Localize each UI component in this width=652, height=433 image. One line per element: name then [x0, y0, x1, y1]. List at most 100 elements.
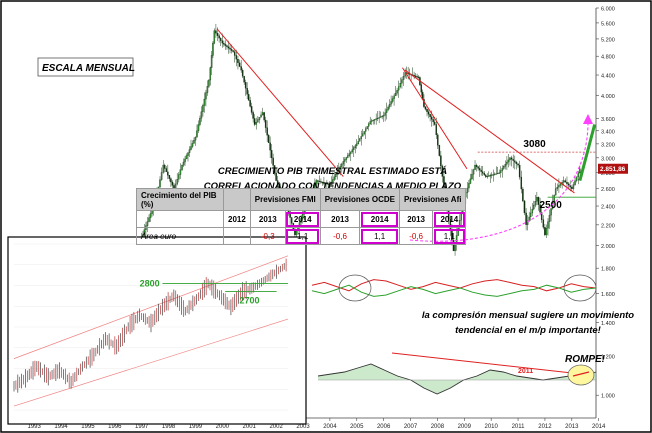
candle-body [492, 174, 495, 176]
breakout-arrow [578, 124, 597, 181]
candle-body [357, 141, 360, 145]
breakout-circle [567, 364, 595, 386]
candle-body [510, 157, 513, 160]
candle-body [381, 115, 383, 118]
table-header-cell: Crecimiento del PIB (%) [136, 188, 224, 211]
x-tick-label: 1998 [162, 424, 176, 430]
candle-body [206, 86, 209, 93]
y-tick-label: 3.400 [601, 129, 615, 135]
candle-body [385, 109, 388, 113]
x-tick-label: 2005 [350, 424, 364, 430]
candle-body [215, 30, 217, 34]
candle-body [388, 104, 391, 108]
candle-body [181, 164, 183, 170]
candle-body [545, 228, 548, 236]
candle-body [480, 169, 482, 172]
candle-body [247, 94, 250, 101]
candle-body [417, 76, 420, 78]
candle-body [258, 117, 261, 120]
candle-body [435, 124, 438, 136]
candle-body [429, 114, 431, 118]
table-year-cell: 2013 [319, 210, 361, 228]
candle-body [486, 176, 489, 178]
trend-line [216, 28, 344, 177]
candle-body [577, 172, 580, 177]
candle-body [336, 171, 339, 175]
candle-body [194, 137, 197, 141]
candle-body [235, 55, 238, 60]
candle-body [491, 174, 493, 176]
candle-body [341, 163, 343, 167]
candle-body [237, 58, 239, 63]
candle-body [167, 171, 169, 176]
candle-body [384, 112, 386, 116]
inset-level-label: 2700 [239, 295, 259, 305]
candle-body [188, 149, 191, 153]
candle-body [394, 92, 397, 97]
candle-body [230, 49, 233, 51]
compression-circle [338, 274, 372, 302]
candle-body [544, 227, 546, 236]
y-tick-label: 3.200 [601, 142, 615, 148]
candle-body [441, 165, 444, 177]
y-tick-label: 4.800 [601, 55, 615, 61]
x-tick-label: 2004 [323, 424, 337, 430]
candle-body [249, 100, 251, 107]
table-year-cell: 2014 [432, 210, 467, 228]
x-tick-label: 2011 [512, 424, 526, 430]
candle-body [540, 212, 543, 220]
candle-body [481, 171, 484, 174]
candle-body [241, 70, 244, 77]
y-tick-label: 6.000 [601, 7, 615, 13]
candle-body [372, 119, 374, 122]
candle-body [199, 117, 201, 125]
y-tick-label: 2.200 [601, 223, 615, 229]
breakout-label: ROMPE! [565, 354, 605, 365]
candle-body [253, 118, 256, 125]
candle-body [159, 179, 161, 188]
candle-body [500, 170, 502, 173]
candle-body [427, 111, 430, 115]
candle-body [238, 62, 241, 67]
candle-body [317, 180, 319, 182]
x-tick-label: 1995 [81, 424, 95, 430]
gdp-forecast-table: Crecimiento del PIB (%) Previsiones FMI … [136, 188, 467, 245]
y-tick-label: 3.000 [601, 156, 615, 162]
candle-body [197, 124, 200, 131]
candle-body [579, 168, 581, 174]
candle-body [369, 121, 371, 125]
candle-body [203, 98, 206, 106]
candle-body [324, 182, 327, 184]
candle-body [252, 112, 254, 119]
candle-body [190, 146, 192, 150]
candle-body [200, 111, 203, 119]
candle-body [489, 175, 492, 177]
candle-body [498, 172, 500, 174]
candle-body [269, 142, 271, 151]
table-value-cell: 1,1 [359, 227, 400, 245]
area-fill [318, 364, 596, 394]
candle-body [471, 174, 473, 180]
candle-body [466, 187, 469, 193]
candle-body [474, 164, 476, 170]
candle-body [354, 145, 357, 148]
candle-body [512, 159, 514, 161]
candle-body [358, 138, 361, 142]
candle-body [526, 220, 529, 225]
y-tick-label: 5.200 [601, 37, 615, 43]
candle-body [533, 204, 535, 210]
inset-level-label: 2800 [140, 279, 160, 289]
candle-body [276, 180, 279, 185]
candle-body [375, 118, 377, 120]
x-tick-label: 2010 [484, 424, 498, 430]
candle-body [353, 147, 355, 150]
candle-body [393, 95, 395, 99]
candle-body [321, 181, 324, 183]
candle-body [205, 92, 207, 100]
candle-body [360, 136, 362, 140]
candle-body [566, 182, 568, 184]
candle-body [351, 149, 354, 152]
candle-body [165, 168, 168, 173]
x-tick-label: 2013 [565, 424, 579, 430]
